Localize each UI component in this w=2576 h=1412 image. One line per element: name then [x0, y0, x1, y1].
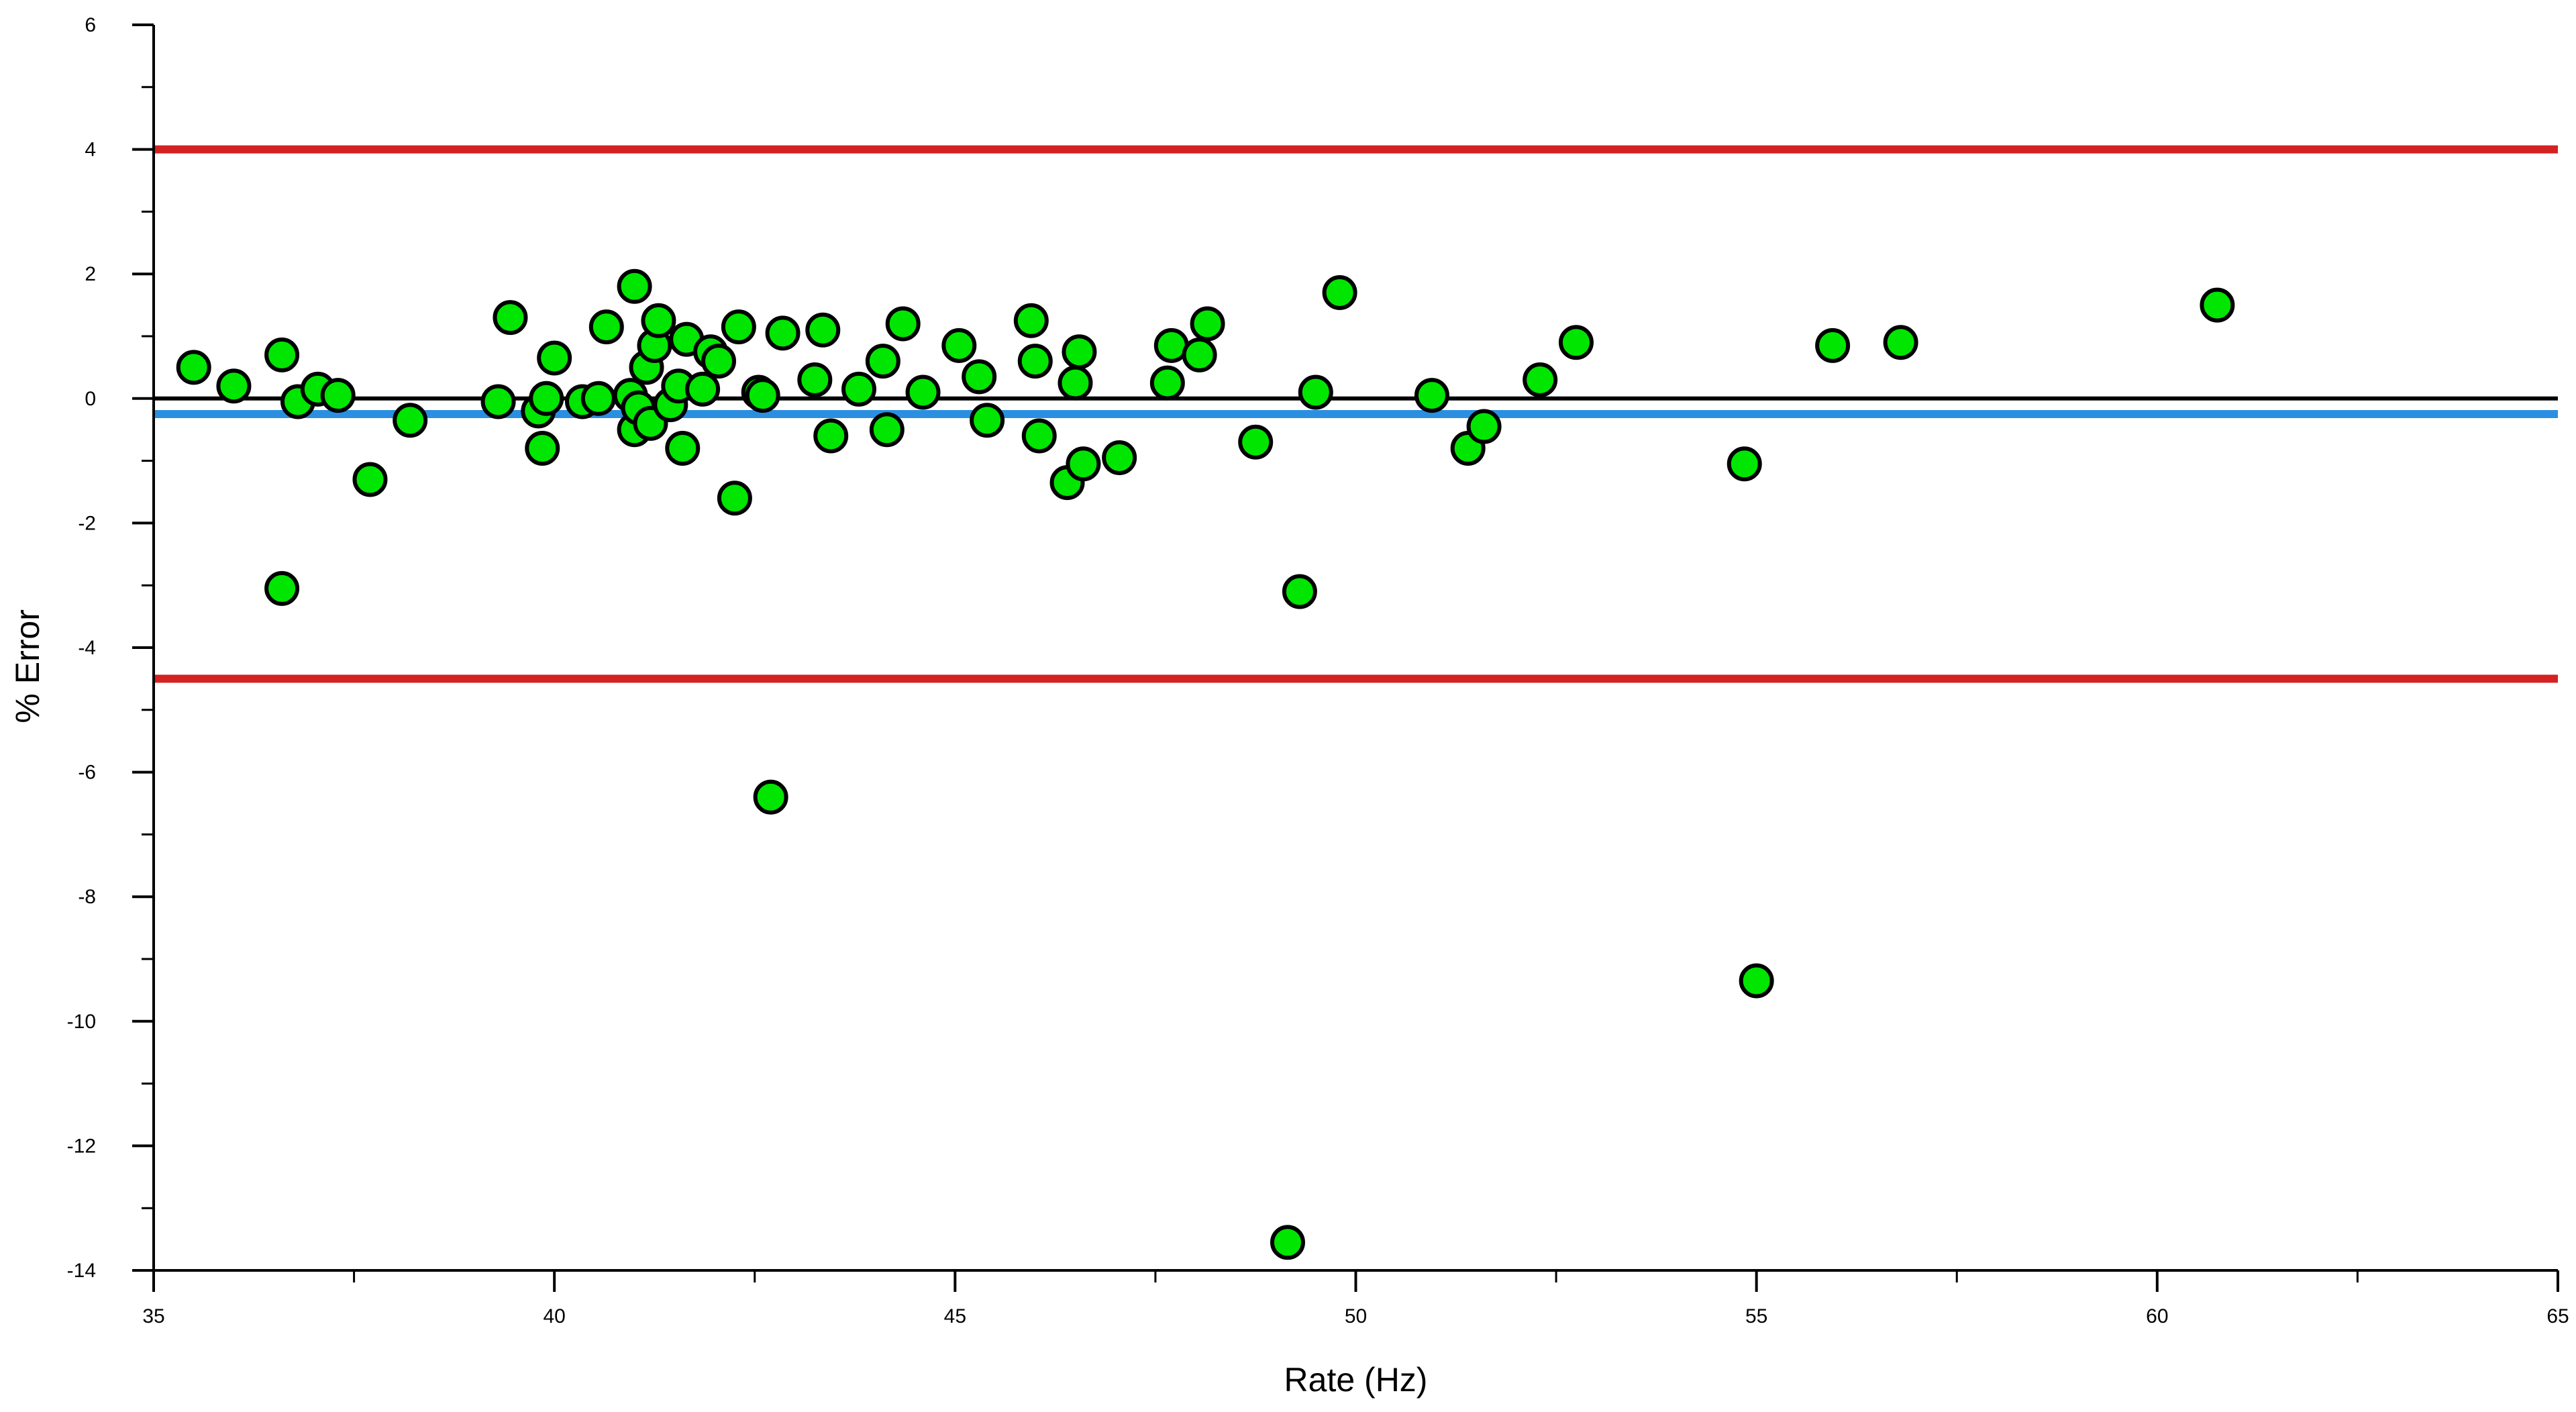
data-point — [1739, 963, 1774, 999]
data-point — [641, 303, 676, 338]
data-point — [393, 403, 428, 438]
data-point — [717, 481, 752, 516]
data-point — [493, 300, 528, 336]
y-tick-label: 4 — [85, 139, 96, 161]
data-point — [905, 374, 941, 410]
data-point — [264, 570, 300, 606]
y-tick-label: 0 — [85, 388, 96, 410]
data-point — [941, 327, 977, 363]
data-point — [1066, 446, 1101, 482]
data-point — [1414, 378, 1449, 413]
data-point — [745, 378, 780, 413]
data-point — [1282, 574, 1317, 609]
data-point — [216, 368, 252, 404]
data-point — [2200, 287, 2235, 323]
x-tick-label: 45 — [944, 1305, 966, 1327]
data-point — [1182, 337, 1217, 372]
data-point — [588, 309, 624, 345]
data-point — [352, 462, 388, 497]
data-point — [885, 306, 921, 342]
data-point — [1322, 275, 1357, 311]
data-points — [176, 268, 2235, 1260]
y-tick-label: -6 — [78, 762, 96, 784]
data-point — [264, 337, 300, 372]
data-point — [813, 418, 849, 454]
data-point — [1190, 306, 1225, 342]
data-point — [1062, 334, 1097, 370]
y-tick-label: -2 — [78, 512, 96, 534]
data-point — [1466, 409, 1502, 444]
y-tick-label: 2 — [85, 263, 96, 285]
data-point — [765, 315, 801, 351]
data-point — [320, 378, 356, 413]
axes: -14 -12 -10 -8 -6 -4 -2 0 2 4 6 35 40 45 50 55 60 65 — [67, 14, 2569, 1327]
reference-lines — [154, 145, 2558, 683]
data-point — [962, 359, 997, 395]
data-point — [1727, 446, 1762, 482]
data-point — [865, 344, 900, 379]
data-point — [869, 412, 905, 448]
x-axis-title: Rate (Hz) — [1284, 1361, 1428, 1399]
y-tick-label: -8 — [78, 886, 96, 908]
data-point — [480, 384, 516, 419]
data-point — [525, 431, 560, 466]
data-point — [970, 403, 1005, 438]
data-point — [797, 362, 833, 397]
data-point — [805, 312, 841, 348]
data-point — [1298, 374, 1333, 410]
x-tick-label: 40 — [543, 1305, 565, 1327]
data-point — [176, 350, 211, 385]
y-tick-label: -14 — [67, 1260, 96, 1282]
y-tick-label: -4 — [78, 637, 96, 659]
data-point — [721, 309, 756, 345]
data-point — [1149, 365, 1185, 401]
y-axis-title: % Error — [9, 609, 46, 723]
data-point — [1013, 303, 1049, 338]
data-point — [1883, 325, 1918, 360]
data-point — [665, 431, 701, 466]
data-point — [537, 340, 572, 376]
y-tick-label: -10 — [67, 1011, 96, 1033]
data-point — [1058, 365, 1093, 401]
data-point — [617, 268, 652, 304]
data-point — [1270, 1225, 1305, 1260]
data-point — [753, 779, 788, 815]
data-point — [685, 371, 721, 407]
data-point — [1815, 327, 1851, 363]
data-point — [1021, 418, 1057, 454]
y-tick-label: -12 — [67, 1135, 96, 1157]
data-point — [701, 344, 737, 379]
x-tick-label: 60 — [2146, 1305, 2168, 1327]
x-tick-label: 50 — [1345, 1305, 1367, 1327]
data-point — [580, 381, 616, 416]
data-point — [841, 371, 877, 407]
x-tick-label: 65 — [2546, 1305, 2569, 1327]
data-point — [1238, 424, 1274, 460]
data-point — [1017, 344, 1053, 379]
data-point — [1523, 362, 1558, 397]
data-point — [1102, 440, 1137, 475]
y-tick-label: 6 — [85, 14, 96, 36]
data-point — [529, 381, 564, 416]
x-tick-label: 35 — [142, 1305, 164, 1327]
x-tick-label: 55 — [1745, 1305, 1767, 1327]
data-point — [1558, 325, 1594, 360]
